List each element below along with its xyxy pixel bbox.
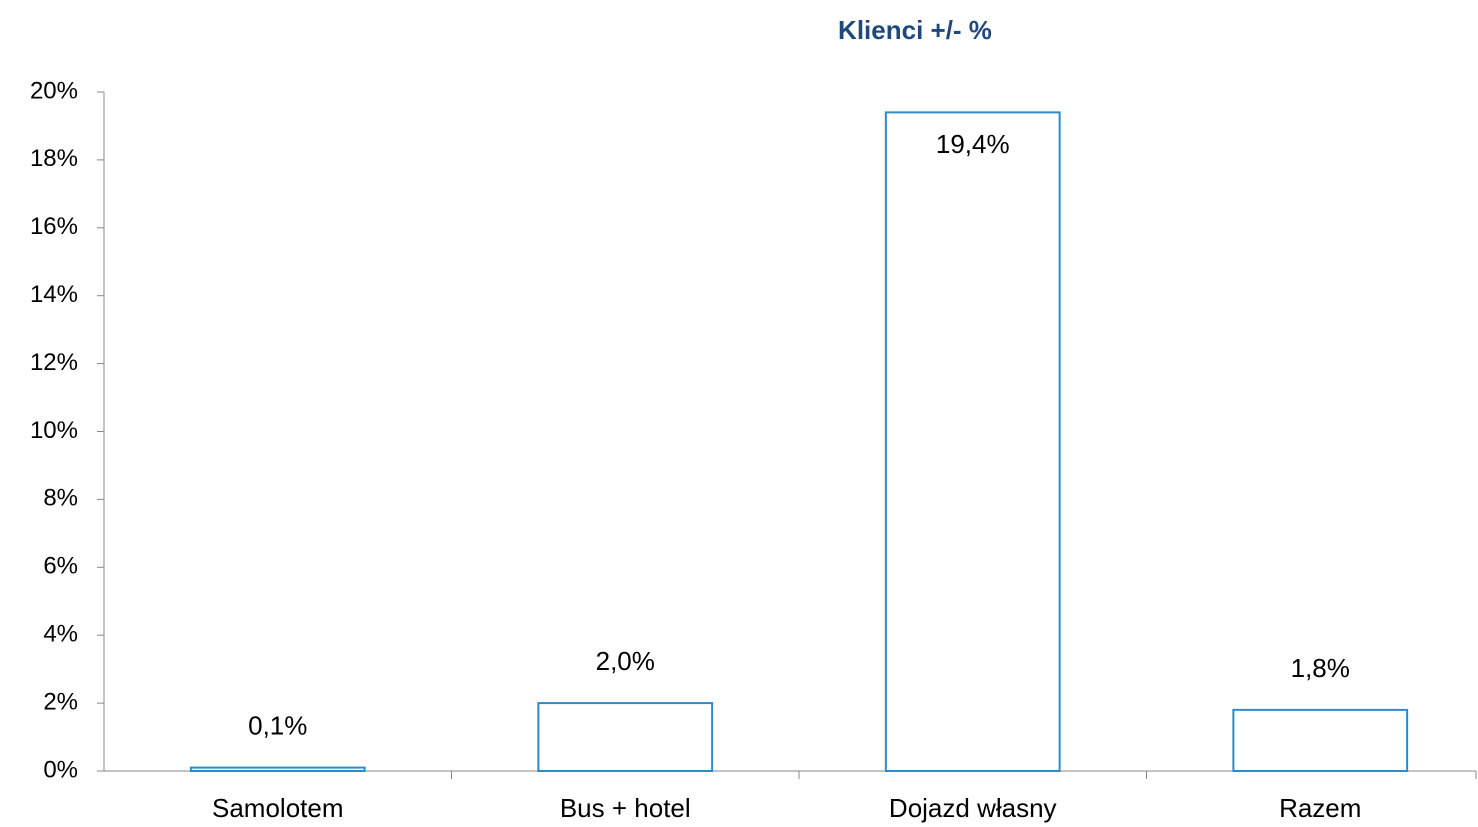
y-tick-label: 20% xyxy=(30,77,78,104)
x-tick-label: Samolotem xyxy=(212,793,344,823)
chart-title: Klienci +/- % xyxy=(838,15,992,45)
bar xyxy=(1233,710,1407,771)
y-tick-label: 2% xyxy=(43,688,78,715)
x-tick-label: Dojazd własny xyxy=(889,793,1057,823)
x-tick-label: Bus + hotel xyxy=(560,793,691,823)
y-tick-label: 10% xyxy=(30,417,78,444)
x-tick-label: Razem xyxy=(1279,793,1361,823)
y-tick-label: 4% xyxy=(43,621,78,648)
bar xyxy=(191,768,365,771)
y-tick-label: 12% xyxy=(30,349,78,376)
y-tick-label: 0% xyxy=(43,756,78,783)
value-label: 2,0% xyxy=(596,646,655,676)
y-tick-label: 8% xyxy=(43,485,78,512)
y-tick-label: 18% xyxy=(30,145,78,172)
page: Klienci +/- % 0% 2% 4% 6% 8% 10% 12% 14% 16% 18% 2… xyxy=(0,0,1478,827)
value-label: 19,4% xyxy=(936,129,1010,159)
bar xyxy=(538,703,712,771)
value-label: 0,1% xyxy=(248,710,307,740)
chart: Klienci +/- % 0% 2% 4% 6% 8% 10% 12% 14% 16% 18% 2… xyxy=(0,0,1478,827)
y-tick-label: 14% xyxy=(30,281,78,308)
y-tick-label: 6% xyxy=(43,553,78,580)
y-tick-label: 16% xyxy=(30,213,78,240)
bar xyxy=(886,112,1060,771)
value-label: 1,8% xyxy=(1291,653,1350,683)
